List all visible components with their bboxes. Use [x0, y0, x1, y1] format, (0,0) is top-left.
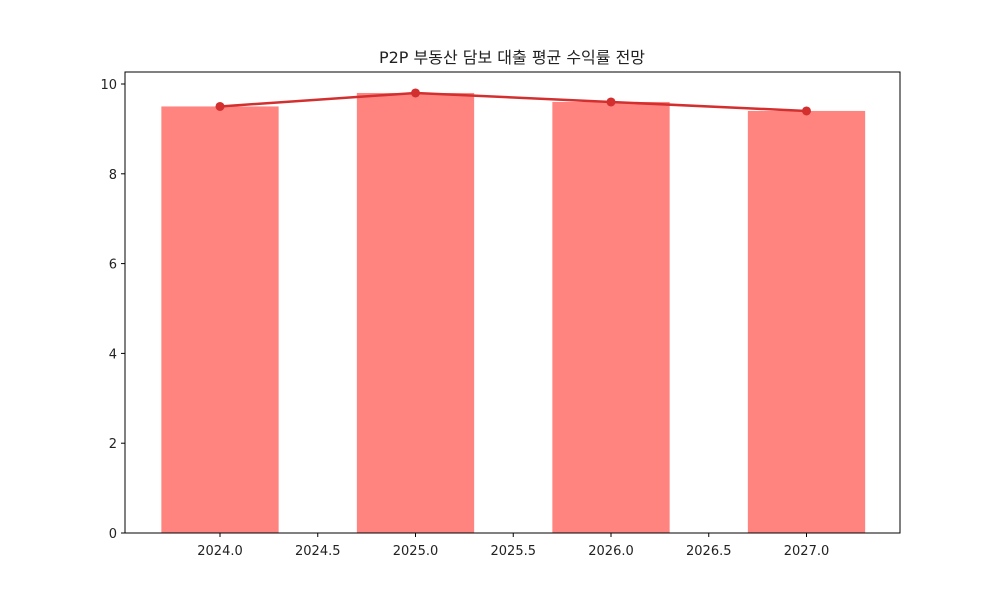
plot-frame: [124, 71, 901, 534]
bar: [552, 101, 670, 534]
y-tick-label: 8: [109, 168, 117, 183]
x-tick-label: 2024.0: [197, 544, 243, 559]
line-path: [219, 91, 807, 113]
data-point-marker: [411, 88, 420, 98]
bar-series: [161, 92, 866, 534]
x-tick-label: 2027.0: [784, 544, 830, 559]
data-point-marker: [606, 97, 616, 107]
y-tick-label: 2: [109, 437, 117, 452]
y-tick-label: 0: [109, 527, 117, 542]
y-tick-label: 10: [100, 78, 117, 93]
y-tick-label: 6: [109, 258, 117, 273]
line-series: [215, 88, 811, 116]
chart-title: P2P 부동산 담보 대출 평균 수익률 전망: [379, 48, 645, 67]
data-point-marker: [215, 101, 225, 111]
x-tick-label: 2024.5: [295, 544, 341, 559]
x-axis: 2024.0 2024.5 2025.0 2025.5 2026.0 2026.5 2027…: [197, 533, 829, 559]
x-tick-label: 2026.5: [686, 544, 732, 559]
data-point-marker: [802, 106, 811, 116]
bar: [356, 92, 475, 533]
y-tick-label: 4: [109, 347, 117, 362]
x-tick-label: 2025.0: [393, 544, 439, 559]
y-axis: 0 2 4 6 8 10: [100, 78, 125, 542]
x-tick-label: 2026.0: [588, 544, 634, 559]
bar: [747, 110, 866, 533]
bar: [161, 106, 279, 533]
x-tick-label: 2025.5: [491, 544, 537, 559]
